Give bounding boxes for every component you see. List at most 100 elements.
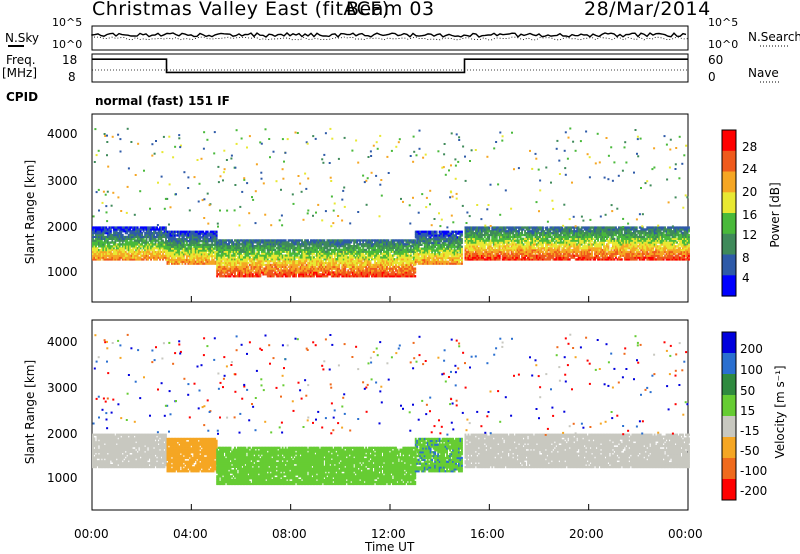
velocity-scatter-echo <box>574 432 577 435</box>
velocity-scatter-echo <box>292 409 295 412</box>
power-scatter-echo <box>574 225 577 228</box>
power-scatter-echo <box>254 190 257 193</box>
power-scatter-echo <box>281 168 284 171</box>
velocity-scatter-echo <box>337 422 340 425</box>
velocity-scatter-echo <box>387 378 390 381</box>
power-scatter-echo <box>238 224 241 227</box>
velocity-scatter-echo <box>616 414 619 417</box>
power-scatter-echo <box>588 156 591 159</box>
velocity-scatter-echo <box>556 346 559 349</box>
power-scatter-echo <box>589 218 592 221</box>
velocity-scatter-echo <box>169 413 172 416</box>
power-scatter-echo <box>268 138 271 140</box>
power-scatter-echo <box>343 136 346 139</box>
power-scatter-echo <box>213 131 216 134</box>
velocity-scatter-echo <box>156 431 159 434</box>
power-scatter-echo <box>558 173 561 175</box>
power-cb-tick-28: 28 <box>742 140 758 154</box>
velocity-scatter-echo <box>588 362 591 365</box>
velocity-scatter-echo <box>400 404 402 407</box>
velocity-scatter-echo <box>95 360 98 363</box>
velocity-scatter-echo <box>330 402 333 405</box>
power-scatter-echo <box>240 137 243 140</box>
velocity-scatter-echo <box>422 363 425 366</box>
power-scatter-echo <box>226 209 229 212</box>
velocity-scatter-echo <box>126 333 129 336</box>
power-scatter-echo <box>330 195 333 198</box>
velocity-scatter-echo <box>330 386 333 389</box>
velocity-scatter-echo <box>269 362 271 365</box>
velocity-scatter-echo <box>321 426 324 429</box>
power-scatter-echo <box>513 168 515 171</box>
power-scatter-echo <box>314 137 317 140</box>
power-scatter-echo <box>200 157 203 160</box>
velocity-scatter-echo <box>168 430 170 433</box>
velocity-scatter-echo <box>306 349 309 351</box>
velocity-scatter-echo <box>321 364 324 367</box>
power-scatter-echo <box>458 139 461 141</box>
power-scatter-echo <box>511 131 513 134</box>
vel-cb-tick-m200: -200 <box>740 484 768 498</box>
velocity-scatter-echo <box>617 381 620 384</box>
power-scatter-echo <box>297 175 300 177</box>
power-colorbar-segment <box>722 275 736 297</box>
velocity-scatter-echo <box>376 354 379 357</box>
power-scatter-echo <box>418 147 421 150</box>
velocity-scatter-echo <box>98 416 100 419</box>
velocity-scatter-echo <box>254 397 257 399</box>
velocity-band-0 <box>92 433 167 469</box>
power-scatter-echo <box>443 143 446 145</box>
power-scatter-echo <box>582 219 585 222</box>
power-scatter-echo <box>464 155 466 158</box>
velocity-scatter-echo <box>362 381 365 384</box>
power-scatter-echo <box>139 190 142 193</box>
velocity-scatter-echo <box>489 432 492 435</box>
power-scatter-echo <box>106 220 109 223</box>
power-scatter-echo <box>663 135 666 138</box>
velocity-scatter-echo <box>262 389 265 392</box>
velocity-scatter-echo <box>495 347 498 350</box>
power-scatter-echo <box>439 225 442 228</box>
velocity-scatter-echo <box>219 416 221 419</box>
power-scatter-echo <box>332 222 335 225</box>
velocity-scatter-echo <box>550 388 552 391</box>
power-scatter-echo <box>653 166 656 169</box>
velocity-scatter-echo <box>638 420 641 423</box>
power-scatter-echo <box>534 152 537 155</box>
velocity-scatter-echo <box>217 432 219 435</box>
power-scatter-echo <box>300 190 303 193</box>
power-scatter-echo <box>684 194 687 197</box>
velocity-band-4 <box>464 433 690 469</box>
velocity-scatter-echo <box>130 347 133 350</box>
power-scatter-echo <box>101 201 104 204</box>
power-scatter-echo <box>370 155 373 157</box>
power-scatter-echo <box>634 129 637 131</box>
power-scatter-echo <box>203 131 206 134</box>
velocity-scatter-echo <box>622 425 625 427</box>
velocity-scatter-echo <box>139 397 142 400</box>
velocity-scatter-echo <box>380 385 383 388</box>
velocity-scatter-echo <box>225 365 228 368</box>
velocity-scatter-echo <box>260 349 263 351</box>
velocity-scatter-echo <box>511 337 513 340</box>
velocity-scatter-echo <box>451 402 454 405</box>
velocity-scatter-echo <box>568 425 571 428</box>
power-scatter-echo <box>107 165 110 168</box>
velocity-scatter-echo <box>637 361 640 364</box>
power-scatter-echo <box>452 221 455 224</box>
power-scatter-echo <box>119 150 122 153</box>
velocity-scatter-echo <box>596 339 599 341</box>
velocity-scatter-echo <box>534 359 537 362</box>
power-scatter-echo <box>163 207 166 210</box>
xtick-1: 04:00 <box>173 527 208 541</box>
power-scatter-echo <box>235 142 238 145</box>
power-scatter-echo <box>674 168 677 170</box>
velocity-scatter-echo <box>639 343 642 346</box>
velocity-scatter-echo <box>351 356 354 358</box>
velocity-scatter-echo <box>201 406 204 409</box>
velocity-scatter-echo <box>234 390 237 393</box>
velocity-scatter-echo <box>567 342 570 345</box>
power-scatter-echo <box>569 127 572 130</box>
velocity-scatter-echo <box>103 339 106 342</box>
velocity-scatter-echo <box>429 396 432 399</box>
